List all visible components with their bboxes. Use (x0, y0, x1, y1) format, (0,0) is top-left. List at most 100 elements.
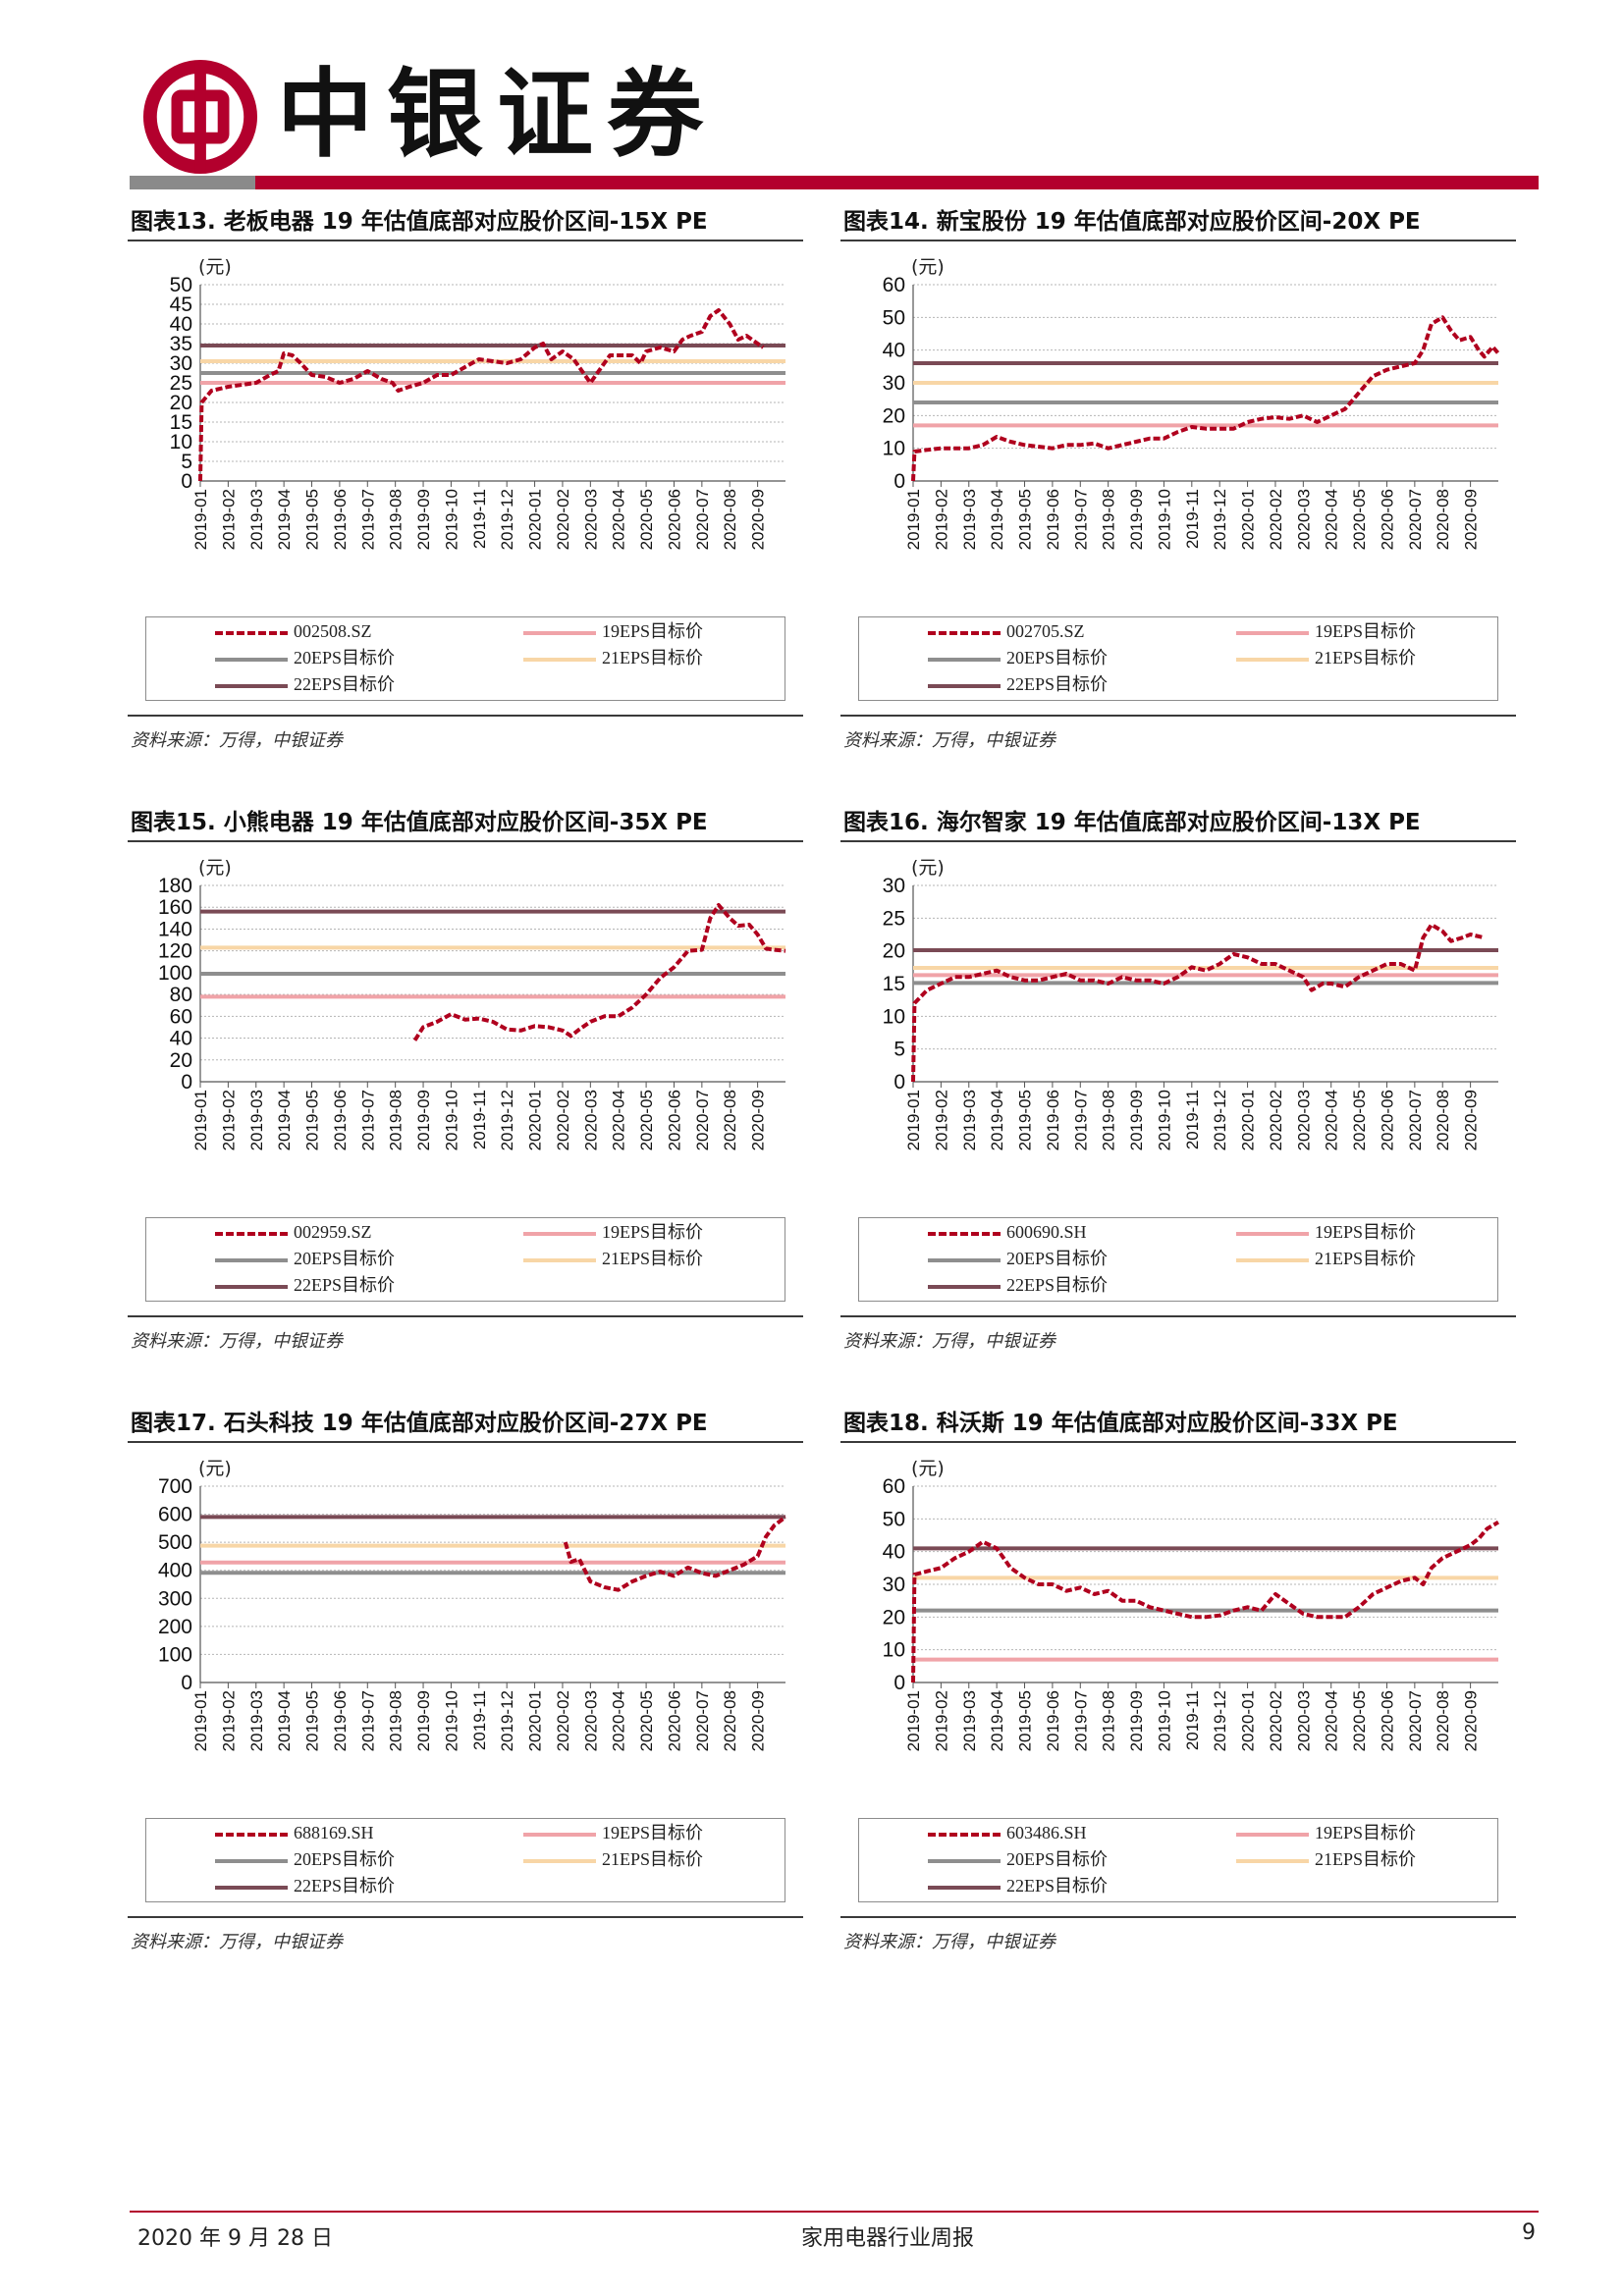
chart-title: 图表18. 科沃斯 19 年估值底部对应股价区间-33X PE (843, 1404, 1398, 1437)
x-tick-label: 2020-04 (1323, 1090, 1341, 1150)
x-tick-label: 2019-12 (498, 1090, 516, 1150)
x-tick-label: 2020-02 (1267, 489, 1285, 550)
x-tick-label: 2019-02 (219, 1090, 238, 1150)
y-tick-label: 160 (158, 896, 192, 919)
y-tick-label: 60 (883, 274, 905, 296)
y-tick-label: 60 (170, 1005, 192, 1028)
source-note: 资料来源：万得，中银证券 (131, 1327, 343, 1353)
x-tick-label: 2020-02 (554, 1090, 572, 1150)
x-tick-label: 2020-01 (1239, 1690, 1258, 1751)
x-tick-label: 2019-04 (988, 1090, 1006, 1150)
x-tick-label: 2020-07 (1406, 489, 1425, 550)
legend-swatch (1236, 1833, 1309, 1837)
x-tick-label: 2020-07 (693, 1090, 712, 1150)
y-tick-label: 40 (170, 1028, 192, 1050)
chart-legend: 600690.SH 19EPS目标价 20EPS目标价 21EPS目标价 22EPS目标… (858, 1217, 1498, 1302)
chart-panel: 图表18. 科沃斯 19 年估值底部对应股价区间-33X PE (元) 0 10 20 3… (840, 1398, 1516, 1948)
x-tick-label: 2019-01 (191, 1090, 210, 1150)
x-tick-label: 2019-04 (988, 1690, 1006, 1751)
x-tick-label: 2019-01 (904, 1090, 923, 1150)
legend-swatch (928, 684, 1001, 688)
y-tick-label: 60 (883, 1475, 905, 1498)
y-tick-label: 5 (893, 1039, 905, 1061)
x-tick-label: 2019-09 (1127, 1690, 1146, 1751)
chart-panel: 图表16. 海尔智家 19 年估值底部对应股价区间-13X PE (元) 0 5 10 1… (840, 797, 1516, 1347)
legend-label: 19EPS目标价 (602, 619, 703, 643)
x-tick-label: 2020-02 (554, 1690, 572, 1751)
x-tick-label: 2019-09 (1127, 489, 1146, 550)
footer-report-title: 家用电器行业周报 (801, 2220, 974, 2252)
page-header: 中银证券 (0, 0, 1624, 196)
price-chart: (元)0204060801001201401601802019-01 2019-0… (128, 848, 803, 1221)
y-tick-label: 100 (158, 1643, 192, 1666)
x-tick-label: 2019-08 (387, 1090, 406, 1150)
x-tick-label: 2019-05 (1016, 1690, 1035, 1751)
x-tick-label: 2019-03 (960, 1090, 979, 1150)
y-tick-label: 180 (158, 875, 192, 897)
x-tick-label: 2020-06 (665, 489, 683, 550)
legend-swatch (928, 658, 1001, 662)
chart-panel: 图表15. 小熊电器 19 年估值底部对应股价区间-35X PE (元) 0 20 40… (128, 797, 803, 1347)
legend-label: 603486.SH (1006, 1821, 1087, 1844)
legend-swatch (928, 1859, 1001, 1863)
title-rule (840, 240, 1516, 241)
x-tick-label: 2019-03 (960, 489, 979, 550)
axis-unit-label: (元) (911, 256, 945, 278)
x-tick-label: 2019-12 (1211, 489, 1229, 550)
x-tick-label: 2019-11 (470, 489, 489, 549)
x-tick-label: 2020-05 (1350, 489, 1369, 550)
x-tick-label: 2020-06 (665, 1090, 683, 1150)
legend-swatch (1236, 658, 1309, 662)
legend-label: 19EPS目标价 (1315, 619, 1416, 643)
chart-panel: 图表17. 石头科技 19 年估值底部对应股价区间-27X PE (元) 0 100 2… (128, 1398, 803, 1948)
source-note: 资料来源：万得，中银证券 (843, 1928, 1056, 1953)
bottom-rule (840, 715, 1516, 717)
x-tick-label: 2019-11 (1183, 1090, 1202, 1149)
chart-legend: 002959.SZ 19EPS目标价 20EPS目标价 21EPS目标价 22EPS目标… (145, 1217, 785, 1302)
legend-swatch (1236, 1859, 1309, 1863)
source-note: 资料来源：万得，中银证券 (131, 1928, 343, 1953)
price-series-line (566, 1517, 785, 1589)
x-tick-label: 2020-04 (1323, 1690, 1341, 1751)
legend-swatch (1236, 1232, 1309, 1236)
x-tick-label: 2020-06 (1378, 1090, 1396, 1150)
y-tick-label: 25 (170, 372, 192, 395)
y-tick-label: 50 (170, 274, 192, 296)
chart-title: 图表16. 海尔智家 19 年估值底部对应股价区间-13X PE (843, 803, 1421, 836)
x-tick-label: 2020-07 (693, 1690, 712, 1751)
x-tick-label: 2019-03 (247, 489, 266, 550)
legend-label: 19EPS目标价 (602, 1220, 703, 1244)
bottom-rule (840, 1315, 1516, 1317)
legend-swatch (215, 658, 288, 662)
legend-swatch (215, 1886, 288, 1890)
x-tick-label: 2019-10 (1155, 1090, 1173, 1150)
x-tick-label: 2020-09 (1462, 1690, 1481, 1751)
y-tick-label: 20 (883, 1606, 905, 1629)
x-tick-label: 2020-03 (1294, 1690, 1313, 1751)
x-tick-label: 2019-04 (275, 489, 294, 550)
x-tick-label: 2020-03 (581, 1090, 600, 1150)
y-tick-label: 40 (170, 313, 192, 336)
price-series-line (200, 310, 763, 481)
axis-unit-label: (元) (911, 857, 945, 879)
legend-label: 22EPS目标价 (1006, 1273, 1108, 1297)
bottom-rule (128, 1916, 803, 1918)
x-tick-label: 2019-07 (358, 1690, 377, 1751)
x-tick-label: 2019-04 (275, 1690, 294, 1751)
y-tick-label: 30 (883, 875, 905, 897)
y-tick-label: 10 (170, 431, 192, 454)
x-tick-label: 2019-03 (247, 1690, 266, 1751)
x-tick-label: 2020-08 (1434, 1690, 1452, 1751)
legend-label: 22EPS目标价 (294, 672, 395, 696)
legend-swatch (215, 631, 288, 635)
x-tick-label: 2019-08 (387, 489, 406, 550)
y-tick-label: 30 (170, 352, 192, 375)
y-tick-label: 400 (158, 1560, 192, 1582)
x-tick-label: 2020-05 (637, 489, 656, 550)
x-tick-label: 2019-08 (1100, 1690, 1118, 1751)
x-tick-label: 2020-01 (526, 1690, 545, 1751)
x-tick-label: 2019-06 (1044, 1690, 1062, 1751)
x-tick-label: 2019-01 (904, 489, 923, 550)
legend-label: 21EPS目标价 (1315, 1247, 1416, 1270)
